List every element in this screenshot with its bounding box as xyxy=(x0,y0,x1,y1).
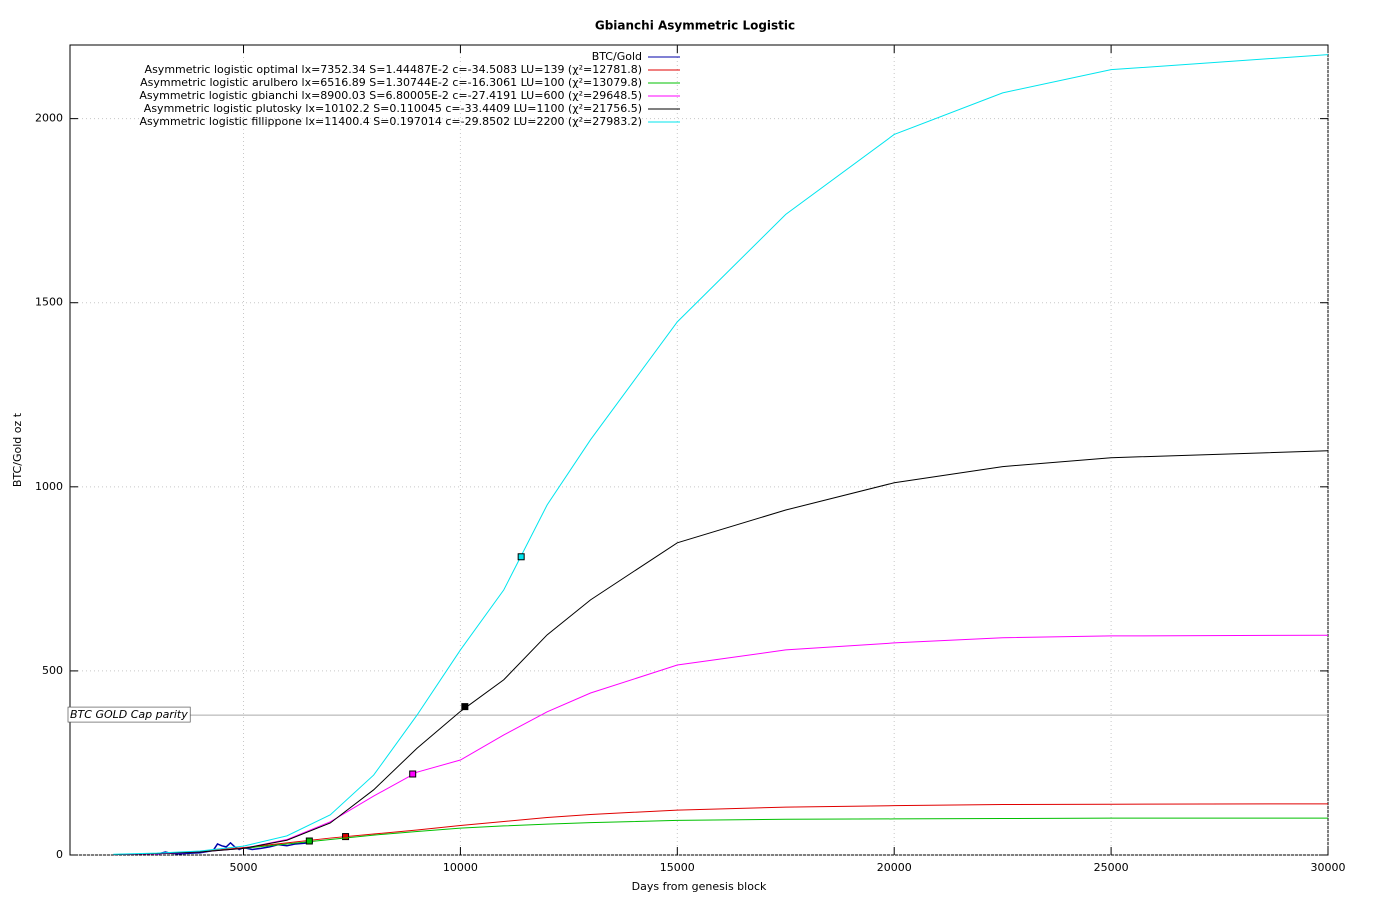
series-line xyxy=(113,450,1329,856)
x-tick-label: 20000 xyxy=(877,861,912,874)
legend-label: BTC/Gold xyxy=(592,50,642,63)
y-tick-label: 2000 xyxy=(35,112,63,125)
y-tick-label: 1000 xyxy=(35,480,63,493)
plot-frame xyxy=(69,44,1329,856)
x-tick-label: 15000 xyxy=(660,861,695,874)
x-tick-label: 10000 xyxy=(443,861,478,874)
y-tick-label: 0 xyxy=(56,848,63,861)
x-tick-label: 30000 xyxy=(1311,861,1346,874)
annotation-box xyxy=(67,706,191,723)
series-line xyxy=(113,803,1329,856)
chart-title: Gbianchi Asymmetric Logistic xyxy=(595,19,795,33)
legend-label: Asymmetric logistic plutosky lx=10102.2 … xyxy=(144,102,642,115)
y-tick-label: 1500 xyxy=(35,296,63,309)
inflection-marker xyxy=(342,833,350,841)
series-line xyxy=(156,841,314,855)
grid xyxy=(70,45,1329,856)
inflection-marker xyxy=(461,703,469,711)
plot-area: BTC GOLD Cap parity xyxy=(67,54,1329,856)
legend-label: Asymmetric logistic optimal lx=7352.34 S… xyxy=(145,63,642,76)
legend-label: Asymmetric logistic arulbero lx=6516.89 … xyxy=(140,76,642,89)
inflection-marker xyxy=(409,770,417,778)
y-tick-label: 500 xyxy=(42,664,63,677)
y-axis-label: BTC/Gold oz t xyxy=(11,412,24,487)
x-tick-label: 5000 xyxy=(230,861,258,874)
legend-label: Asymmetric logistic gbianchi lx=8900.03 … xyxy=(139,89,642,102)
annotation-label: BTC GOLD Cap parity xyxy=(70,708,188,721)
inflection-marker xyxy=(517,553,525,561)
series-line xyxy=(113,54,1329,855)
legend-label: Asymmetric logistic fillippone lx=11400.… xyxy=(140,115,642,128)
x-axis-label: Days from genesis block xyxy=(632,880,767,893)
x-tick-label: 25000 xyxy=(1094,861,1129,874)
series-line xyxy=(113,634,1329,856)
inflection-marker xyxy=(305,837,313,845)
